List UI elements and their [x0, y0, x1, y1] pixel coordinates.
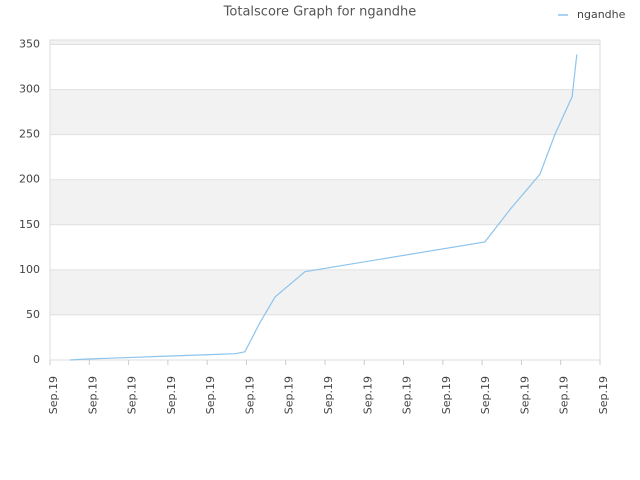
y-tick-label: 50 — [26, 308, 40, 321]
x-tick-label: Sep.19 — [401, 376, 414, 414]
x-tick-label: Sep.19 — [126, 376, 139, 414]
y-tick-label: 150 — [19, 218, 40, 231]
x-tick-label: Sep.19 — [283, 376, 296, 414]
x-tick-label: Sep.19 — [518, 376, 531, 414]
y-tick-label: 0 — [33, 353, 40, 366]
x-tick-label: Sep.19 — [47, 376, 60, 414]
y-tick-label: 300 — [19, 83, 40, 96]
y-tick-label: 200 — [19, 173, 40, 186]
y-tick-label: 250 — [19, 128, 40, 141]
x-tick-label: Sep.19 — [165, 376, 178, 414]
x-tick-label: Sep.19 — [597, 376, 610, 414]
series-line — [69, 54, 578, 361]
grid-band — [50, 269, 600, 315]
x-tick-label: Sep.19 — [361, 376, 374, 414]
x-tick-label: Sep.19 — [558, 376, 571, 414]
x-tick-label: Sep.19 — [440, 376, 453, 414]
x-tick-label: Sep.19 — [204, 376, 217, 414]
y-tick-label: 350 — [19, 38, 40, 51]
grid-band — [50, 179, 600, 225]
x-tick-label: Sep.19 — [479, 376, 492, 414]
x-tick-label: Sep.19 — [322, 376, 335, 414]
grid-band — [50, 40, 600, 45]
legend-label: ngandhe — [577, 8, 626, 21]
x-tick-label: Sep.19 — [243, 376, 256, 414]
chart-title: Totalscore Graph for ngandhe — [223, 5, 417, 20]
y-tick-label: 100 — [19, 263, 40, 276]
grid-band — [50, 89, 600, 135]
x-tick-label: Sep.19 — [86, 376, 99, 414]
